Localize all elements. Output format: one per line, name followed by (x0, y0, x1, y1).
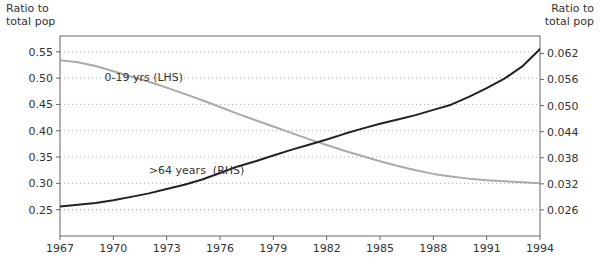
x-tick (380, 236, 381, 240)
y-tick (56, 130, 60, 131)
x-tick-label: 1976 (206, 242, 234, 255)
x-tick (166, 236, 167, 240)
x-tick-label: 1967 (46, 242, 74, 255)
grid-line (60, 104, 540, 105)
annotation: >64 years (RHS) (149, 164, 244, 177)
y-tick-label: 0.40 (29, 125, 54, 138)
grid-line (60, 130, 540, 131)
y-tick (56, 51, 60, 52)
grid-line (60, 183, 540, 184)
annotation: 0-19 yrs (LHS) (104, 71, 183, 84)
y2-tick (540, 131, 544, 132)
y-tick-label: 0.45 (29, 98, 54, 111)
x-tick-label: 1985 (366, 242, 394, 255)
x-tick (540, 236, 541, 240)
x-tick-label: 1970 (99, 242, 127, 255)
y2-tick (540, 105, 544, 106)
y2-tick-label: 0.056 (547, 73, 579, 86)
y-tick-label: 0.35 (29, 151, 54, 164)
y-tick (56, 78, 60, 79)
x-axis: 1967 1970 1973 1976 1979 1982 1985 1988 1991 1994 (46, 236, 554, 255)
x-tick (273, 236, 274, 240)
y-tick (56, 209, 60, 210)
y-tick-label: 0.30 (29, 177, 54, 190)
x-tick-label: 1982 (313, 242, 341, 255)
y2-tick-label: 0.038 (547, 152, 579, 165)
x-tick-label: 1979 (259, 242, 287, 255)
x-tick-label: 1991 (473, 242, 501, 255)
x-tick (60, 236, 61, 240)
grid-line (60, 157, 540, 158)
x-tick (113, 236, 114, 240)
series-group (60, 49, 540, 206)
y-tick-label: 0.25 (29, 204, 54, 217)
grid (60, 52, 540, 210)
y2-tick (540, 79, 544, 80)
y-tick-label: 0.55 (29, 46, 54, 59)
chart: 1967 1970 1973 1976 1979 1982 1985 1988 1991 1994… (0, 0, 600, 265)
y2-axis-label: total pop (545, 15, 594, 28)
y2-tick (540, 157, 544, 158)
x-tick (486, 236, 487, 240)
plot-frame (60, 36, 540, 236)
y2-tick (540, 209, 544, 210)
y-axis-label: Ratio to (6, 2, 49, 15)
y2-axis-label: Ratio to (551, 2, 594, 15)
y2-tick-label: 0.044 (547, 126, 579, 139)
y2-axis: 0.026 0.032 0.038 0.044 0.050 0.056 0.062 (540, 47, 579, 217)
x-tick (220, 236, 221, 240)
y2-tick-label: 0.050 (547, 100, 579, 113)
series-line (60, 49, 540, 206)
x-tick-label: 1994 (526, 242, 554, 255)
x-tick-label: 1973 (153, 242, 181, 255)
series-line (60, 60, 540, 183)
y2-tick (540, 183, 544, 184)
y2-tick-label: 0.026 (547, 204, 579, 217)
y-axis-label: total pop (6, 15, 55, 28)
y-tick-label: 0.50 (29, 72, 54, 85)
y2-tick (540, 53, 544, 54)
y2-tick-label: 0.032 (547, 178, 579, 191)
grid-line (60, 209, 540, 210)
y2-tick-label: 0.062 (547, 47, 579, 60)
y-axis: 0.25 0.30 0.35 0.40 0.45 0.50 0.55 (29, 46, 61, 217)
grid-line (60, 51, 540, 52)
y-tick (56, 183, 60, 184)
y-tick (56, 104, 60, 105)
y-tick (56, 157, 60, 158)
x-tick-label: 1988 (419, 242, 447, 255)
x-tick (433, 236, 434, 240)
x-tick (326, 236, 327, 240)
